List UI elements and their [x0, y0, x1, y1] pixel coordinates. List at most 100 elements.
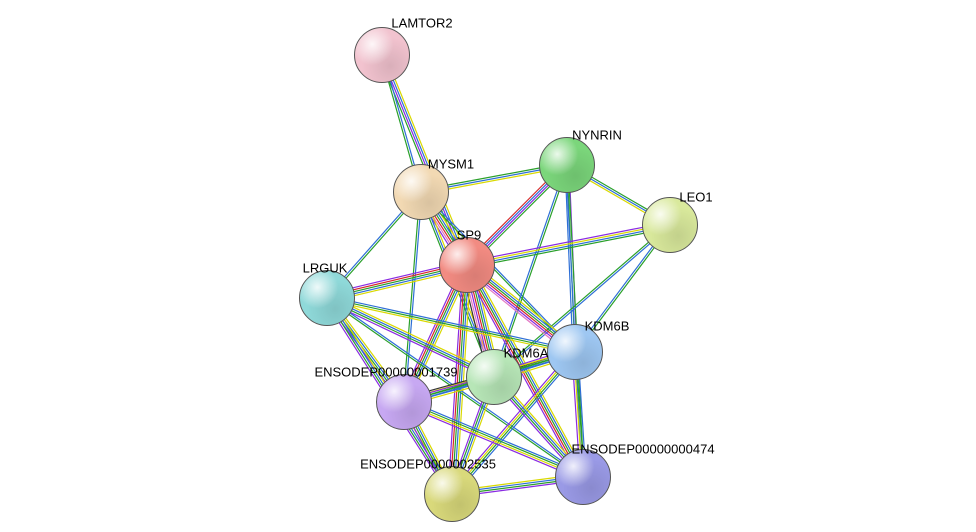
edge — [479, 480, 556, 490]
node-ensodep0474[interactable] — [555, 449, 611, 505]
edge — [417, 426, 440, 470]
node-lrguk[interactable] — [299, 270, 355, 326]
edge — [471, 292, 485, 352]
edge — [353, 306, 548, 349]
edge — [486, 284, 552, 337]
edge — [354, 275, 441, 296]
edge — [351, 310, 469, 366]
edge — [490, 280, 556, 333]
edge — [430, 382, 468, 393]
node-ensodep1739[interactable] — [376, 374, 432, 430]
edge — [414, 289, 454, 377]
node-kdm6a[interactable] — [466, 349, 522, 405]
edge — [578, 379, 583, 450]
edge — [576, 379, 581, 450]
edge — [429, 380, 467, 391]
edge — [570, 192, 576, 325]
edge — [341, 322, 386, 383]
edge — [450, 292, 461, 467]
edge — [493, 227, 643, 256]
edge — [417, 290, 457, 378]
edge — [510, 399, 563, 459]
edge — [433, 216, 450, 243]
edge — [504, 191, 560, 352]
edge — [430, 410, 559, 464]
node-label: LAMTOR2 — [391, 16, 452, 31]
edge — [346, 318, 391, 379]
edge — [431, 388, 469, 399]
edge — [502, 190, 558, 351]
edge — [473, 291, 487, 351]
edge — [479, 483, 556, 493]
edge — [464, 403, 488, 469]
edge — [567, 192, 580, 450]
edge — [513, 397, 566, 457]
edge — [493, 229, 643, 259]
edge — [353, 269, 441, 290]
edge — [429, 412, 558, 466]
edge — [429, 413, 558, 467]
edge — [477, 290, 491, 350]
edge — [494, 231, 644, 261]
edge — [354, 302, 549, 345]
edge — [344, 319, 389, 380]
node-leo1[interactable] — [642, 197, 698, 253]
edge — [353, 307, 471, 363]
edge — [440, 212, 457, 239]
edge — [458, 401, 482, 467]
edge — [354, 273, 442, 294]
edge — [352, 309, 470, 365]
edge — [344, 212, 402, 278]
node-mysm1[interactable] — [393, 164, 449, 220]
edge — [520, 362, 549, 371]
edge — [414, 427, 437, 471]
edge — [568, 192, 574, 325]
edge — [419, 425, 442, 469]
edge — [592, 247, 655, 331]
edge — [475, 291, 489, 351]
node-label: ENSODEP0000002535 — [360, 457, 496, 472]
edge — [407, 219, 420, 375]
network-graph: LAMTOR2NYNRINMYSM1LEO1SP9LRGUKKDM6BKDM6A… — [0, 0, 976, 532]
edge — [590, 179, 646, 212]
edge — [569, 192, 582, 450]
edge — [390, 81, 414, 166]
edge — [438, 213, 455, 240]
edge — [462, 403, 486, 469]
edge — [487, 283, 553, 336]
edge — [346, 213, 404, 279]
edge — [511, 398, 564, 458]
edge — [469, 292, 483, 352]
edge — [431, 218, 448, 245]
edge — [487, 185, 549, 247]
edge — [428, 415, 557, 469]
edge — [460, 402, 484, 468]
edge — [431, 386, 469, 397]
node-ensodep2535[interactable] — [424, 466, 480, 522]
edge — [491, 278, 557, 331]
edge — [353, 304, 548, 347]
edge — [520, 360, 549, 369]
node-kdm6b[interactable] — [547, 324, 603, 380]
node-label: ENSODEP00000001739 — [314, 365, 457, 380]
edge — [519, 358, 548, 367]
edge — [589, 180, 645, 213]
edge — [448, 170, 541, 187]
edge — [388, 81, 412, 166]
edge — [521, 364, 550, 373]
edge — [494, 233, 644, 263]
edge — [468, 293, 482, 353]
edge — [566, 192, 572, 325]
edge — [350, 312, 468, 368]
edge — [353, 271, 440, 292]
node-lamtor2[interactable] — [354, 27, 410, 83]
edge — [415, 290, 455, 378]
edge — [436, 214, 453, 241]
edge — [485, 286, 551, 339]
edge — [405, 219, 418, 375]
edge — [478, 478, 555, 488]
edge — [412, 288, 453, 376]
edge — [485, 183, 547, 245]
node-nynrin[interactable] — [539, 137, 595, 193]
node-sp9[interactable] — [439, 237, 495, 293]
